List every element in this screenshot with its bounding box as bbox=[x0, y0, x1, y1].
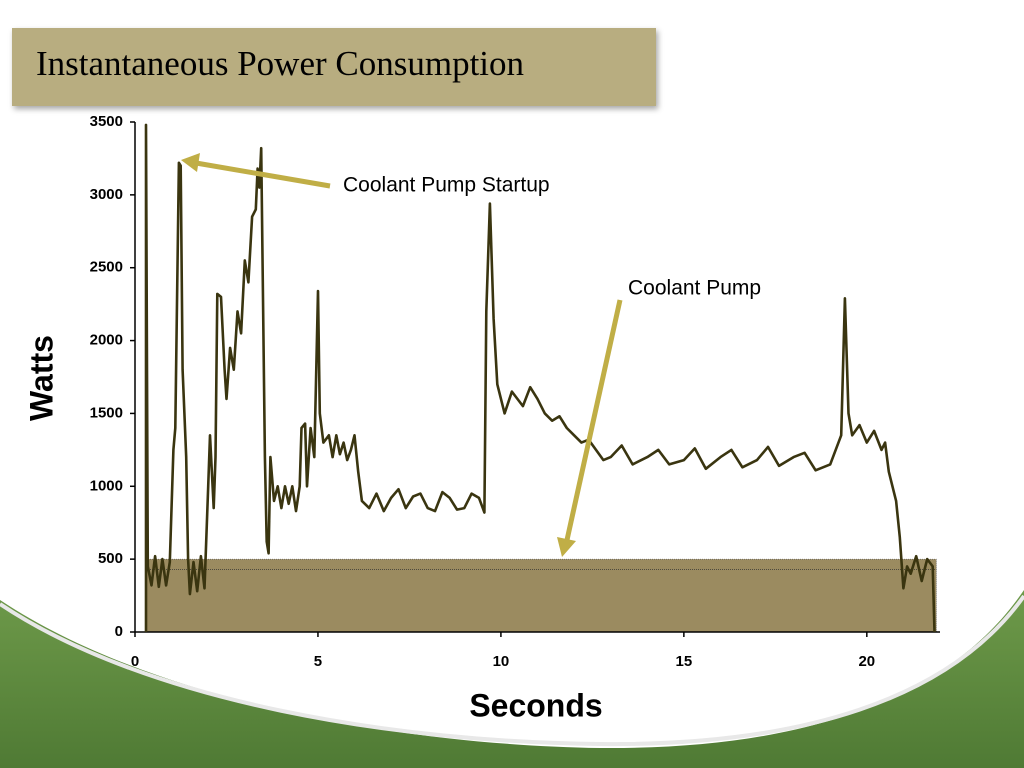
power-line bbox=[144, 123, 936, 633]
plot-area: 0 500 1000 1500 2000 2500 3000 3500 0 5 10 15 20 bbox=[90, 113, 940, 670]
swoosh-edge bbox=[0, 594, 1024, 747]
baseline-band bbox=[145, 558, 937, 633]
y-tick-label: 3000 bbox=[90, 186, 123, 203]
arrow-head bbox=[557, 537, 576, 557]
chart-title: Instantaneous Power Consumption bbox=[36, 44, 524, 83]
y-tick-label: 1500 bbox=[90, 404, 123, 421]
background-swoosh bbox=[0, 590, 1024, 768]
y-tick-label: 2000 bbox=[90, 332, 123, 349]
x-tick-label: 10 bbox=[493, 653, 510, 670]
x-tick-label: 15 bbox=[676, 653, 693, 670]
annotation: Coolant Pump bbox=[628, 277, 761, 300]
arrow-head bbox=[181, 153, 200, 172]
y-tick-label: 1000 bbox=[90, 477, 123, 494]
y-tick-label: 0 bbox=[115, 623, 123, 640]
arrow-shaft bbox=[195, 160, 331, 189]
y-tick-label: 3500 bbox=[90, 113, 123, 130]
title-box bbox=[12, 28, 656, 106]
annotation: Coolant Pump Startup bbox=[343, 174, 550, 197]
x-tick-label: 0 bbox=[131, 653, 139, 670]
y-tick-label: 2500 bbox=[90, 259, 123, 276]
y-tick-label: 500 bbox=[98, 550, 123, 567]
x-tick-label: 20 bbox=[858, 653, 875, 670]
x-tick-label: 5 bbox=[314, 653, 322, 670]
y-axis-label: Watts bbox=[23, 335, 59, 421]
x-axis-label: Seconds bbox=[469, 687, 602, 723]
arrow-shaft bbox=[564, 299, 623, 541]
